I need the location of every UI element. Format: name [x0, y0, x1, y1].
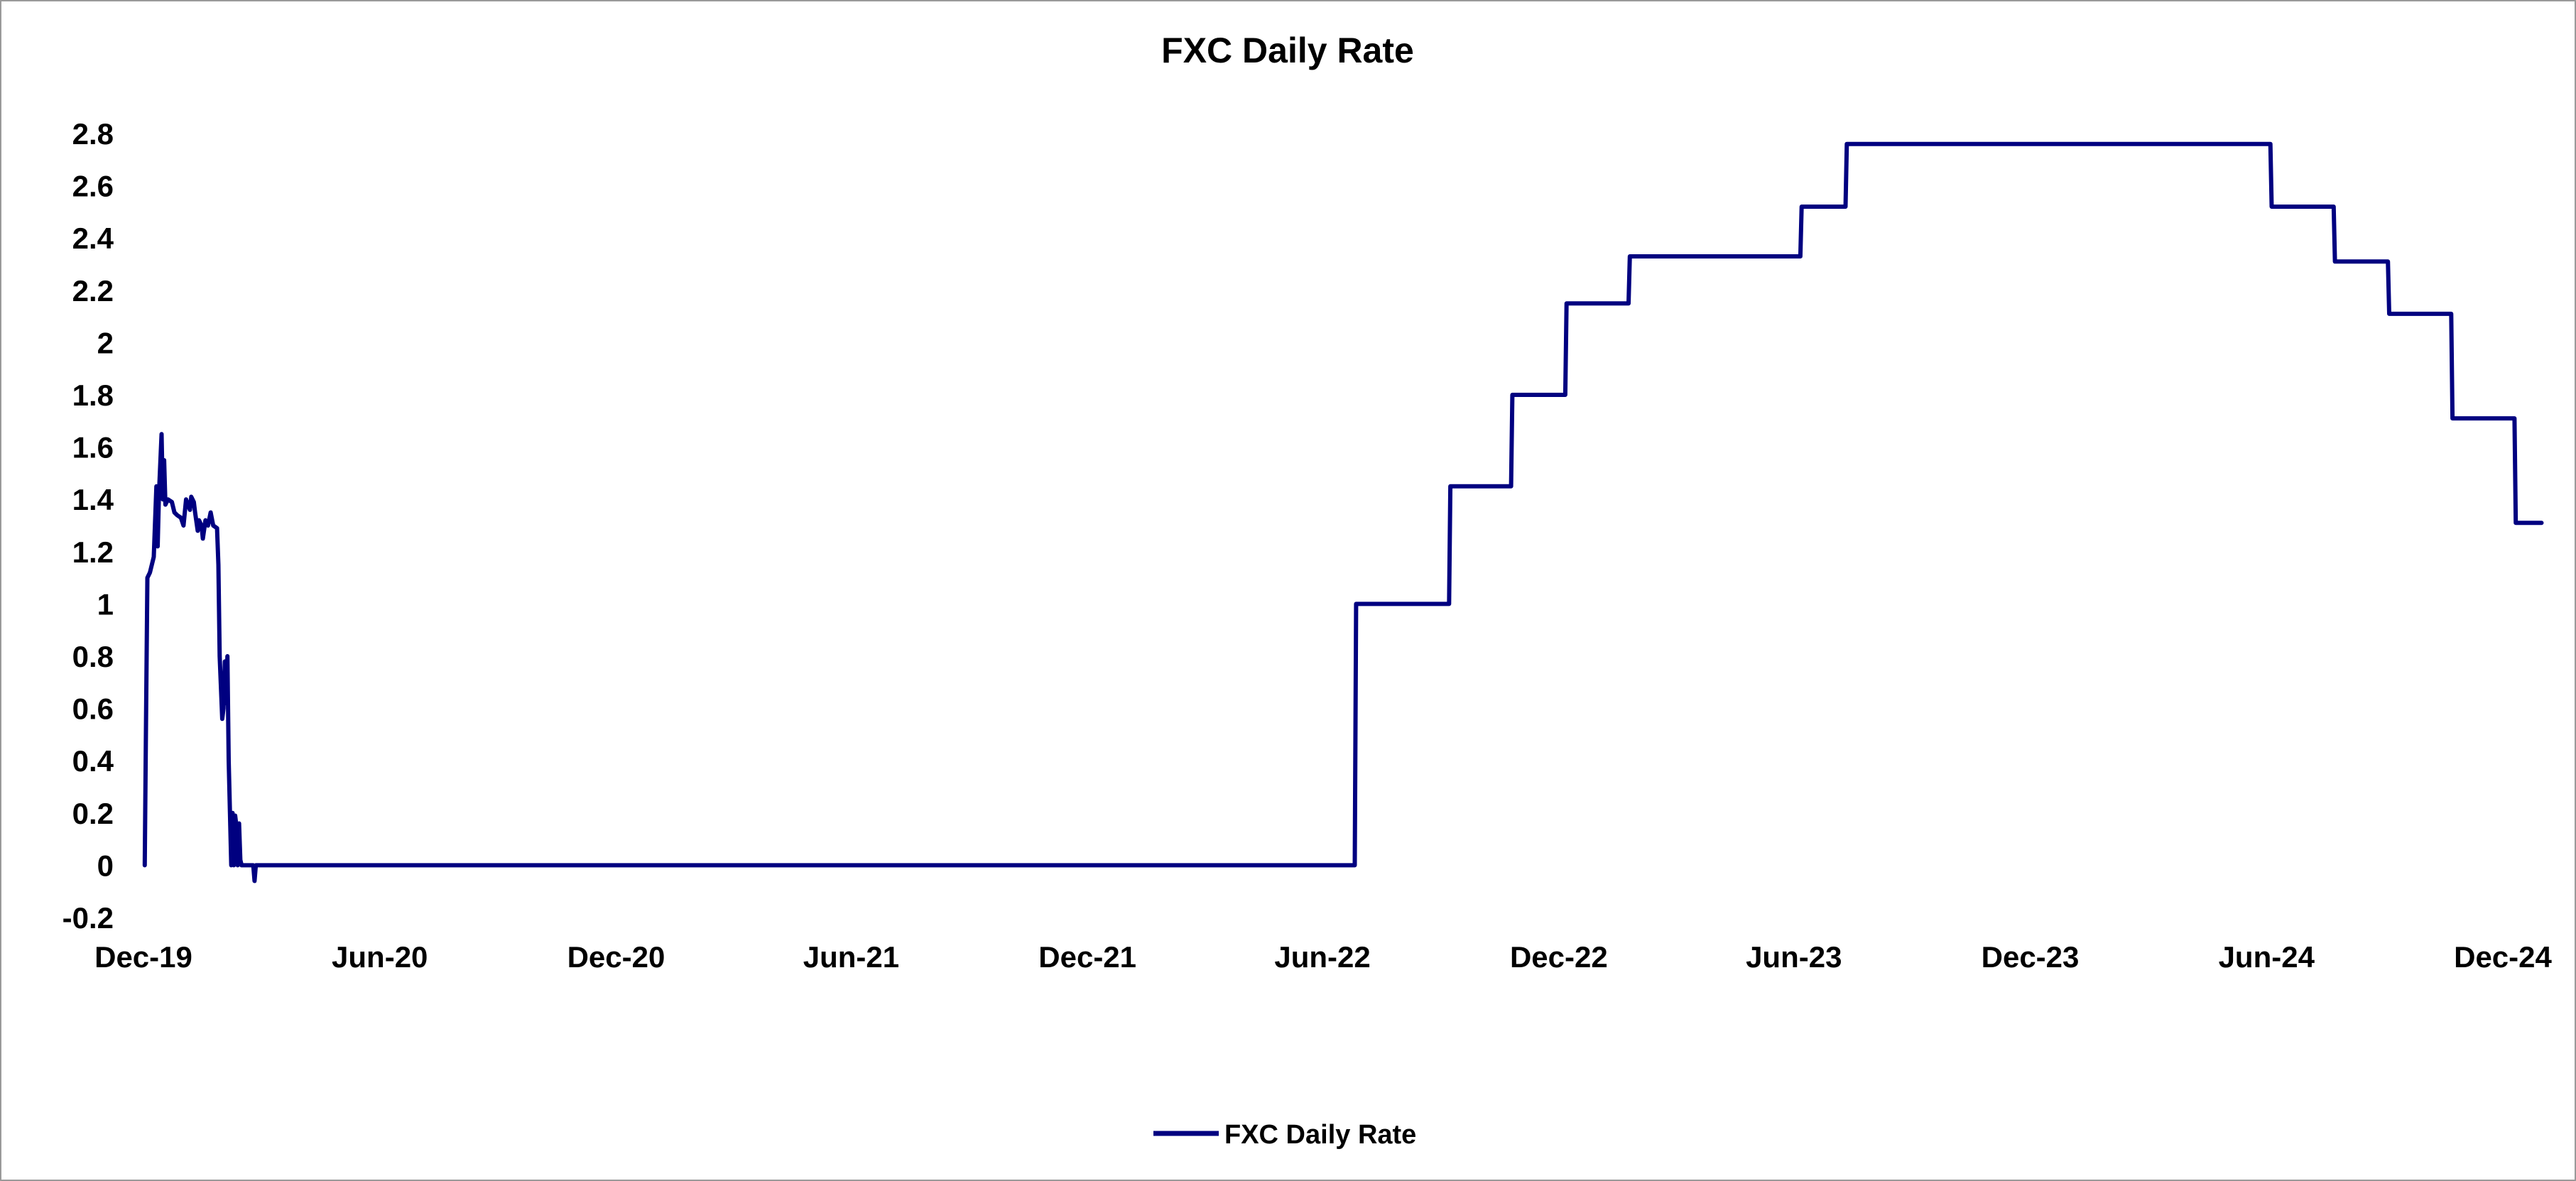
- chart-title: FXC Daily Rate: [1161, 31, 1414, 70]
- x-tick-label: Dec-22: [1510, 940, 1608, 974]
- x-tick-label: Jun-22: [1274, 940, 1370, 974]
- y-tick-label: 1.4: [72, 483, 114, 516]
- y-tick-label: 2.6: [72, 170, 114, 203]
- y-tick-label: 2.8: [72, 117, 114, 151]
- series-line-fxc-daily-rate: [142, 141, 2544, 883]
- x-tick-label: Jun-21: [803, 940, 899, 974]
- x-tick-label: Dec-19: [94, 940, 192, 974]
- y-axis-ticks: -0.2 0 0.2 0.4 0.6 0.8 1 1.2 1.4 1.6 1.8 2 2.2 2.4 2.6…: [63, 117, 114, 935]
- y-tick-label: -0.2: [63, 901, 114, 935]
- x-tick-label: Dec-24: [2454, 940, 2552, 974]
- y-tick-label: 0.4: [72, 744, 114, 778]
- y-tick-label: 0.6: [72, 692, 114, 726]
- legend-label: FXC Daily Rate: [1224, 1120, 1416, 1150]
- y-tick-label: 1.8: [72, 379, 114, 412]
- y-tick-label: 0.2: [72, 797, 114, 830]
- legend: FXC Daily Rate: [1153, 1120, 1416, 1150]
- y-tick-label: 1: [97, 587, 114, 621]
- y-tick-label: 2.4: [72, 222, 114, 255]
- y-tick-label: 1.2: [72, 535, 114, 569]
- x-tick-label: Jun-24: [2219, 940, 2315, 974]
- x-tick-label: Dec-20: [567, 940, 665, 974]
- x-tick-label: Dec-23: [1982, 940, 2080, 974]
- x-tick-label: Jun-20: [332, 940, 428, 974]
- x-tick-label: Jun-23: [1746, 940, 1842, 974]
- y-tick-label: 0: [97, 849, 114, 882]
- y-tick-label: 2.2: [72, 274, 114, 308]
- y-tick-label: 1.6: [72, 431, 114, 464]
- y-tick-label: 2: [97, 326, 114, 359]
- y-tick-label: 0.8: [72, 640, 114, 673]
- x-tick-label: Dec-21: [1038, 940, 1136, 974]
- x-axis-ticks: Dec-19 Jun-20 Dec-20 Jun-21 Dec-21 Jun-22 Dec-…: [94, 940, 2552, 974]
